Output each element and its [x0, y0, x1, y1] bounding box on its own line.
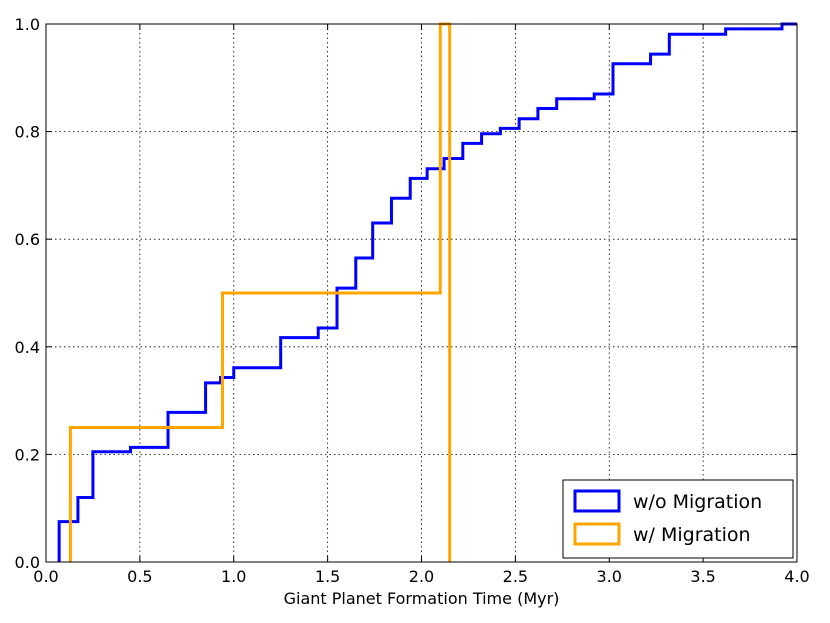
grid — [46, 24, 797, 562]
x-tick-label: 0.5 — [127, 567, 152, 586]
x-tick-label: 4.0 — [784, 567, 809, 586]
series-line-with-migration — [68, 22, 452, 562]
legend: w/o Migration w/ Migration — [562, 479, 794, 559]
y-tick-label: 0.6 — [15, 230, 40, 249]
x-tick-label: 1.5 — [315, 567, 340, 586]
x-tick-label: 3.5 — [690, 567, 715, 586]
legend-swatch — [573, 489, 621, 513]
x-axis-label: Giant Planet Formation Time (Myr) — [284, 589, 560, 608]
y-tick-label: 0.4 — [15, 338, 40, 357]
legend-label: w/ Migration — [633, 524, 751, 546]
legend-label: w/o Migration — [633, 491, 762, 513]
y-tick-label: 0.0 — [15, 553, 40, 572]
series-line-without-migration — [57, 22, 797, 562]
x-tick-label: 2.5 — [503, 567, 528, 586]
y-tick-label: 0.8 — [15, 123, 40, 142]
y-tick-label: 1.0 — [15, 15, 40, 34]
x-tick-label: 3.0 — [597, 567, 622, 586]
x-tick-label: 2.0 — [409, 567, 434, 586]
tick-labels: 0.0 0.5 1.0 1.5 2.0 2.5 3.0 3.5 4.0 0.0 0.2 0.4 0.6 0… — [15, 15, 810, 586]
x-tick-label: 0.0 — [33, 567, 58, 586]
legend-swatch — [573, 522, 621, 546]
y-tick-label: 0.2 — [15, 445, 40, 464]
x-tick-label: 1.0 — [221, 567, 246, 586]
